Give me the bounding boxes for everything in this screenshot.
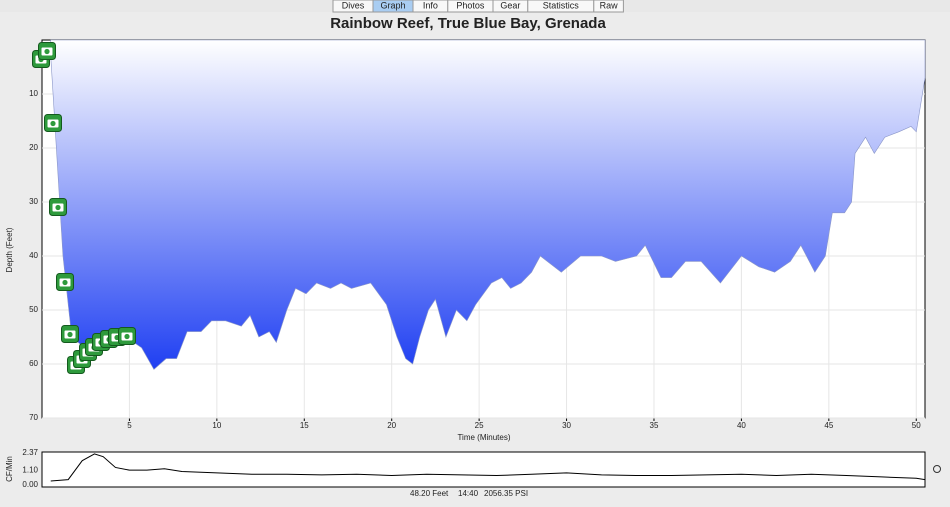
x-tick-label: 40 xyxy=(737,421,746,430)
tab-label: Raw xyxy=(600,0,619,10)
x-axis-label: Time (Minutes) xyxy=(457,433,510,442)
y-tick-label: 0.00 xyxy=(22,480,38,489)
x-tick-label: 25 xyxy=(475,421,484,430)
tab-label: Photos xyxy=(456,0,485,10)
depth-chart: 5 10 15 20 25 30 35 40 45 50 10 20 30 40 50 60 70 0.00 1.1… xyxy=(22,39,926,489)
depth-area xyxy=(50,39,926,370)
x-tick-label: 20 xyxy=(387,421,396,430)
y-tick-label: 30 xyxy=(29,197,38,206)
tab-label: Dives xyxy=(342,0,365,10)
y-tick-label: 2.37 xyxy=(22,448,38,457)
x-tick-label: 15 xyxy=(300,421,309,430)
y-tick-label: 70 xyxy=(29,413,38,422)
y-axis-label: Depth (Feet) xyxy=(5,227,14,272)
y-tick-label: 60 xyxy=(29,359,38,368)
cf-line xyxy=(50,453,926,482)
status-time: 14:40 xyxy=(458,489,479,498)
y-tick-label: 40 xyxy=(29,251,38,260)
y-tick-label: 20 xyxy=(29,143,38,152)
y-tick-label: 50 xyxy=(29,305,38,314)
x-tick-label: 10 xyxy=(212,421,221,430)
x-tick-label: 50 xyxy=(912,421,921,430)
x-tick-label: 45 xyxy=(824,421,833,430)
x-tick-label: 30 xyxy=(562,421,571,430)
tab-label: Info xyxy=(423,0,438,10)
status-pressure: 2056.35 PSI xyxy=(484,489,528,498)
tab-label: Statistics xyxy=(543,0,580,10)
x-tick-label: 35 xyxy=(650,421,659,430)
settings-icon[interactable] xyxy=(933,465,941,473)
cf-axis-label: CF/Min xyxy=(5,456,14,482)
title: Rainbow Reef, True Blue Bay, Grenada xyxy=(330,15,606,32)
x-tick-label: 5 xyxy=(127,421,132,430)
cf-plot-area xyxy=(41,451,926,488)
tab-bar: Dives Graph Info Photos Gear Statistics Raw xyxy=(332,0,624,13)
status-depth: 48.20 Feet xyxy=(410,489,449,498)
tab-label: Gear xyxy=(500,0,520,10)
y-tick-label: 10 xyxy=(29,89,38,98)
tab[interactable] xyxy=(593,0,624,13)
tab-label: Graph xyxy=(380,0,405,10)
y-tick-label: 1.10 xyxy=(22,465,38,474)
